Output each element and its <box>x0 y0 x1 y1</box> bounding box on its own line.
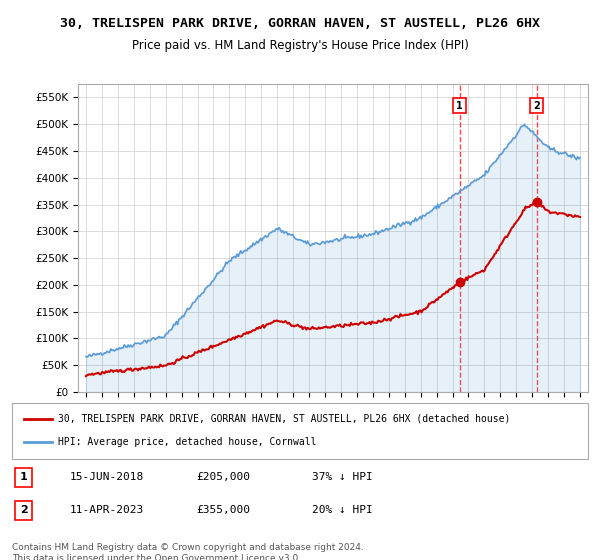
Text: HPI: Average price, detached house, Cornwall: HPI: Average price, detached house, Corn… <box>58 437 317 447</box>
Text: 2: 2 <box>20 505 28 515</box>
Text: £205,000: £205,000 <box>196 473 250 482</box>
FancyBboxPatch shape <box>12 403 588 459</box>
Text: 30, TRELISPEN PARK DRIVE, GORRAN HAVEN, ST AUSTELL, PL26 6HX: 30, TRELISPEN PARK DRIVE, GORRAN HAVEN, … <box>60 17 540 30</box>
Text: 20% ↓ HPI: 20% ↓ HPI <box>311 505 372 515</box>
Text: Contains HM Land Registry data © Crown copyright and database right 2024.
This d: Contains HM Land Registry data © Crown c… <box>12 543 364 560</box>
Text: 11-APR-2023: 11-APR-2023 <box>70 505 144 515</box>
Text: 15-JUN-2018: 15-JUN-2018 <box>70 473 144 482</box>
Text: 1: 1 <box>457 101 463 110</box>
Text: 30, TRELISPEN PARK DRIVE, GORRAN HAVEN, ST AUSTELL, PL26 6HX (detached house): 30, TRELISPEN PARK DRIVE, GORRAN HAVEN, … <box>58 414 511 424</box>
Text: £355,000: £355,000 <box>196 505 250 515</box>
Text: 2: 2 <box>533 101 540 110</box>
Text: 1: 1 <box>20 473 28 482</box>
Text: Price paid vs. HM Land Registry's House Price Index (HPI): Price paid vs. HM Land Registry's House … <box>131 39 469 52</box>
Text: 37% ↓ HPI: 37% ↓ HPI <box>311 473 372 482</box>
